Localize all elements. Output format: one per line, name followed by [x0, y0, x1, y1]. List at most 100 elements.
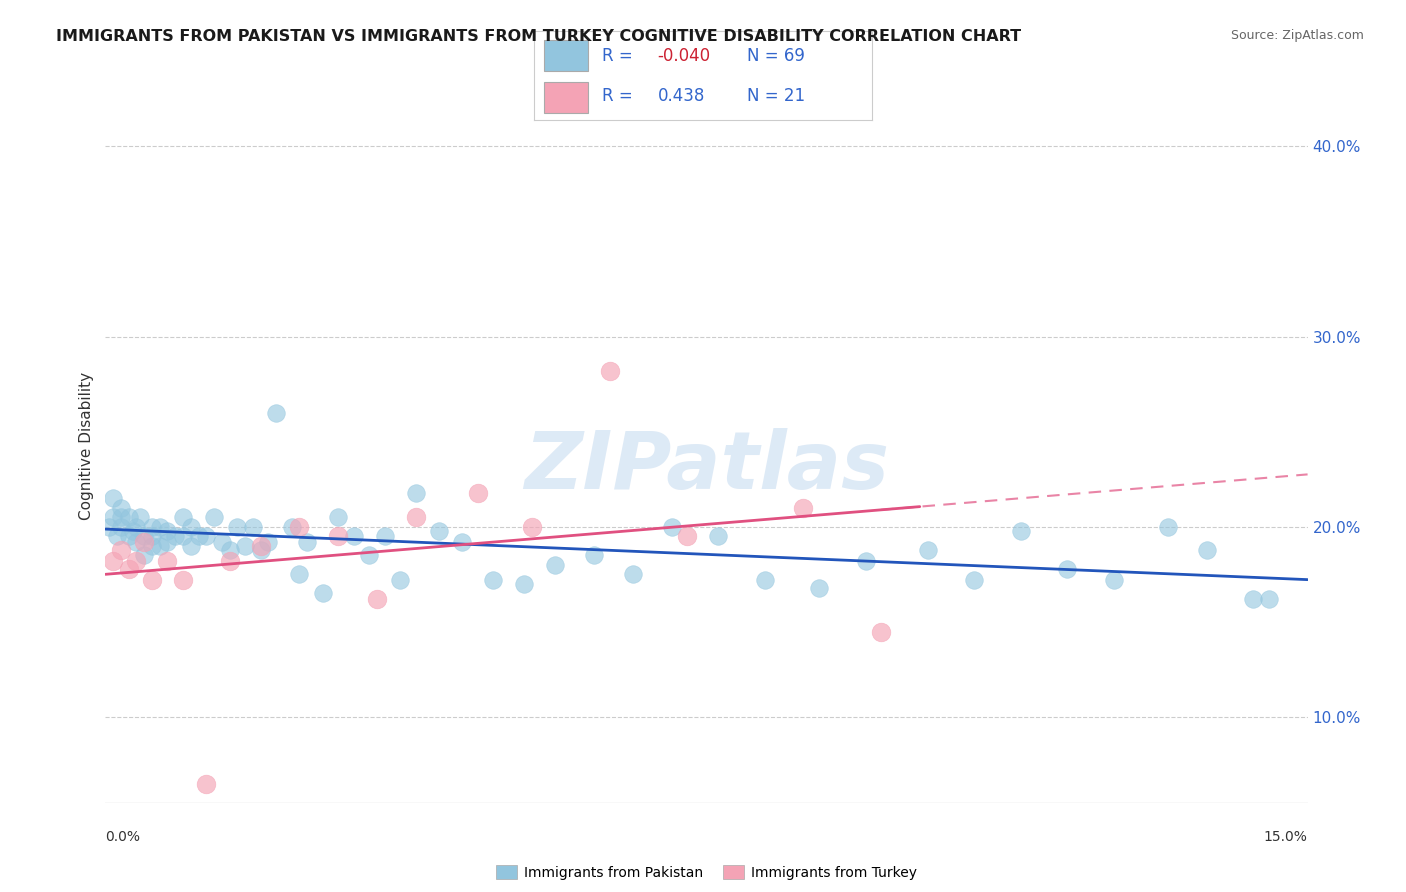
- Point: [118, 562, 141, 576]
- Point: [187, 529, 209, 543]
- Point: [451, 535, 474, 549]
- Point: [1056, 562, 1078, 576]
- Point: [807, 581, 830, 595]
- Point: [467, 485, 489, 500]
- Point: [366, 592, 388, 607]
- Point: [264, 406, 287, 420]
- Point: [249, 542, 271, 557]
- Point: [621, 567, 644, 582]
- Point: [359, 549, 381, 563]
- Point: [134, 549, 156, 563]
- Point: [707, 529, 730, 543]
- Point: [583, 549, 606, 563]
- Point: [156, 524, 179, 538]
- Point: [103, 491, 125, 506]
- Point: [110, 500, 132, 515]
- Point: [754, 573, 776, 587]
- Point: [1195, 542, 1218, 557]
- Point: [676, 529, 699, 543]
- Point: [288, 567, 311, 582]
- Point: [326, 529, 349, 543]
- Point: [118, 529, 141, 543]
- Point: [1257, 592, 1279, 607]
- Point: [917, 542, 939, 557]
- Point: [141, 529, 163, 543]
- Point: [134, 535, 156, 549]
- FancyBboxPatch shape: [544, 40, 588, 71]
- Point: [125, 554, 148, 568]
- Point: [165, 529, 187, 543]
- Text: 15.0%: 15.0%: [1264, 830, 1308, 844]
- Text: Source: ZipAtlas.com: Source: ZipAtlas.com: [1230, 29, 1364, 42]
- Text: N = 21: N = 21: [747, 87, 806, 105]
- Point: [156, 535, 179, 549]
- Point: [195, 529, 218, 543]
- Point: [129, 510, 152, 524]
- Text: R =: R =: [602, 87, 643, 105]
- Point: [195, 777, 218, 791]
- Text: IMMIGRANTS FROM PAKISTAN VS IMMIGRANTS FROM TURKEY COGNITIVE DISABILITY CORRELAT: IMMIGRANTS FROM PAKISTAN VS IMMIGRANTS F…: [56, 29, 1021, 44]
- Point: [105, 529, 128, 543]
- Point: [870, 624, 893, 639]
- Point: [389, 573, 412, 587]
- Point: [134, 529, 156, 543]
- FancyBboxPatch shape: [544, 82, 588, 113]
- Point: [149, 539, 172, 553]
- Point: [855, 554, 877, 568]
- Point: [180, 539, 202, 553]
- Point: [257, 535, 280, 549]
- Point: [599, 364, 621, 378]
- Point: [121, 524, 143, 538]
- Point: [520, 520, 543, 534]
- Point: [149, 520, 172, 534]
- Point: [374, 529, 396, 543]
- Point: [963, 573, 986, 587]
- Point: [242, 520, 264, 534]
- Point: [326, 510, 349, 524]
- Point: [544, 558, 567, 572]
- Point: [141, 573, 163, 587]
- Point: [125, 520, 148, 534]
- Point: [103, 554, 125, 568]
- Point: [103, 510, 125, 524]
- Legend: Immigrants from Pakistan, Immigrants from Turkey: Immigrants from Pakistan, Immigrants fro…: [491, 860, 922, 886]
- Point: [1010, 524, 1032, 538]
- Point: [125, 535, 148, 549]
- Text: ZIPatlas: ZIPatlas: [524, 428, 889, 507]
- Text: -0.040: -0.040: [658, 46, 710, 65]
- Point: [141, 539, 163, 553]
- Point: [110, 510, 132, 524]
- Point: [141, 520, 163, 534]
- Point: [218, 554, 240, 568]
- Point: [98, 520, 121, 534]
- Point: [405, 510, 427, 524]
- Text: 0.438: 0.438: [658, 87, 704, 105]
- Point: [343, 529, 366, 543]
- Point: [233, 539, 256, 553]
- Point: [202, 510, 225, 524]
- Point: [1157, 520, 1180, 534]
- Y-axis label: Cognitive Disability: Cognitive Disability: [79, 372, 94, 520]
- Point: [1241, 592, 1264, 607]
- Point: [218, 542, 240, 557]
- Point: [792, 500, 814, 515]
- Point: [1102, 573, 1125, 587]
- Text: R =: R =: [602, 46, 638, 65]
- Point: [513, 577, 536, 591]
- Point: [661, 520, 683, 534]
- Point: [482, 573, 505, 587]
- Point: [288, 520, 311, 534]
- Point: [226, 520, 249, 534]
- Text: 0.0%: 0.0%: [105, 830, 141, 844]
- Point: [172, 573, 194, 587]
- Point: [180, 520, 202, 534]
- Point: [311, 586, 333, 600]
- Point: [110, 542, 132, 557]
- Point: [405, 485, 427, 500]
- Point: [427, 524, 450, 538]
- Point: [280, 520, 302, 534]
- Point: [295, 535, 318, 549]
- Point: [172, 529, 194, 543]
- Point: [156, 554, 179, 568]
- Point: [249, 539, 271, 553]
